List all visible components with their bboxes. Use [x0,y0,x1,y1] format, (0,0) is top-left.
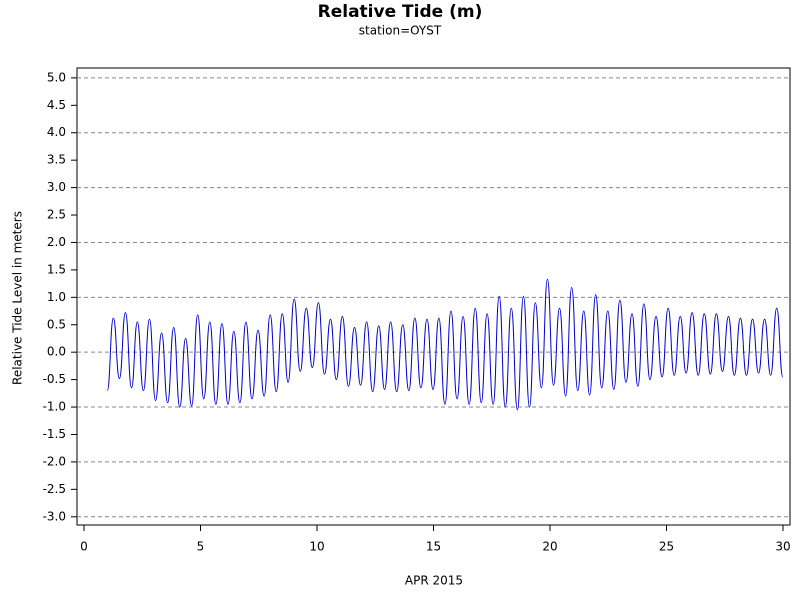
y-tick-label: -1.5 [43,427,66,441]
y-tick-label: -2.5 [43,482,66,496]
x-tick-label: 30 [775,540,790,554]
y-tick-label: 3.0 [47,180,66,194]
x-tick-label: 5 [197,540,205,554]
y-axis-label: Relative Tide Level in meters [11,211,25,385]
y-tick-label: 2.0 [47,235,66,249]
y-tick-label: 1.0 [47,290,66,304]
x-tick-label: 15 [426,540,441,554]
x-tick-label: 25 [659,540,674,554]
x-tick-label: 10 [309,540,324,554]
y-tick-label: 1.5 [47,262,66,276]
y-tick-label: 5.0 [47,70,66,84]
x-axis-label: APR 2015 [405,574,463,588]
tide-line [106,278,784,411]
y-tick-label: -2.0 [43,454,66,468]
plot-frame [76,67,791,526]
x-tick-label: 20 [542,540,557,554]
y-tick-label: 4.5 [47,98,66,112]
y-tick-label: -0.5 [43,372,66,386]
x-tick-label: 0 [80,540,88,554]
y-tick-label: 3.5 [47,153,66,167]
y-tick-label: -3.0 [43,509,66,523]
chart-subtitle: station=OYST [359,24,442,38]
y-tick-label: 0.5 [47,317,66,331]
y-tick-label: 2.5 [47,208,66,222]
y-tick-label: -1.0 [43,400,66,414]
y-tick-label: 4.0 [47,125,66,139]
chart-title: Relative Tide (m) [318,2,483,22]
y-tick-label: 0.0 [47,345,66,359]
